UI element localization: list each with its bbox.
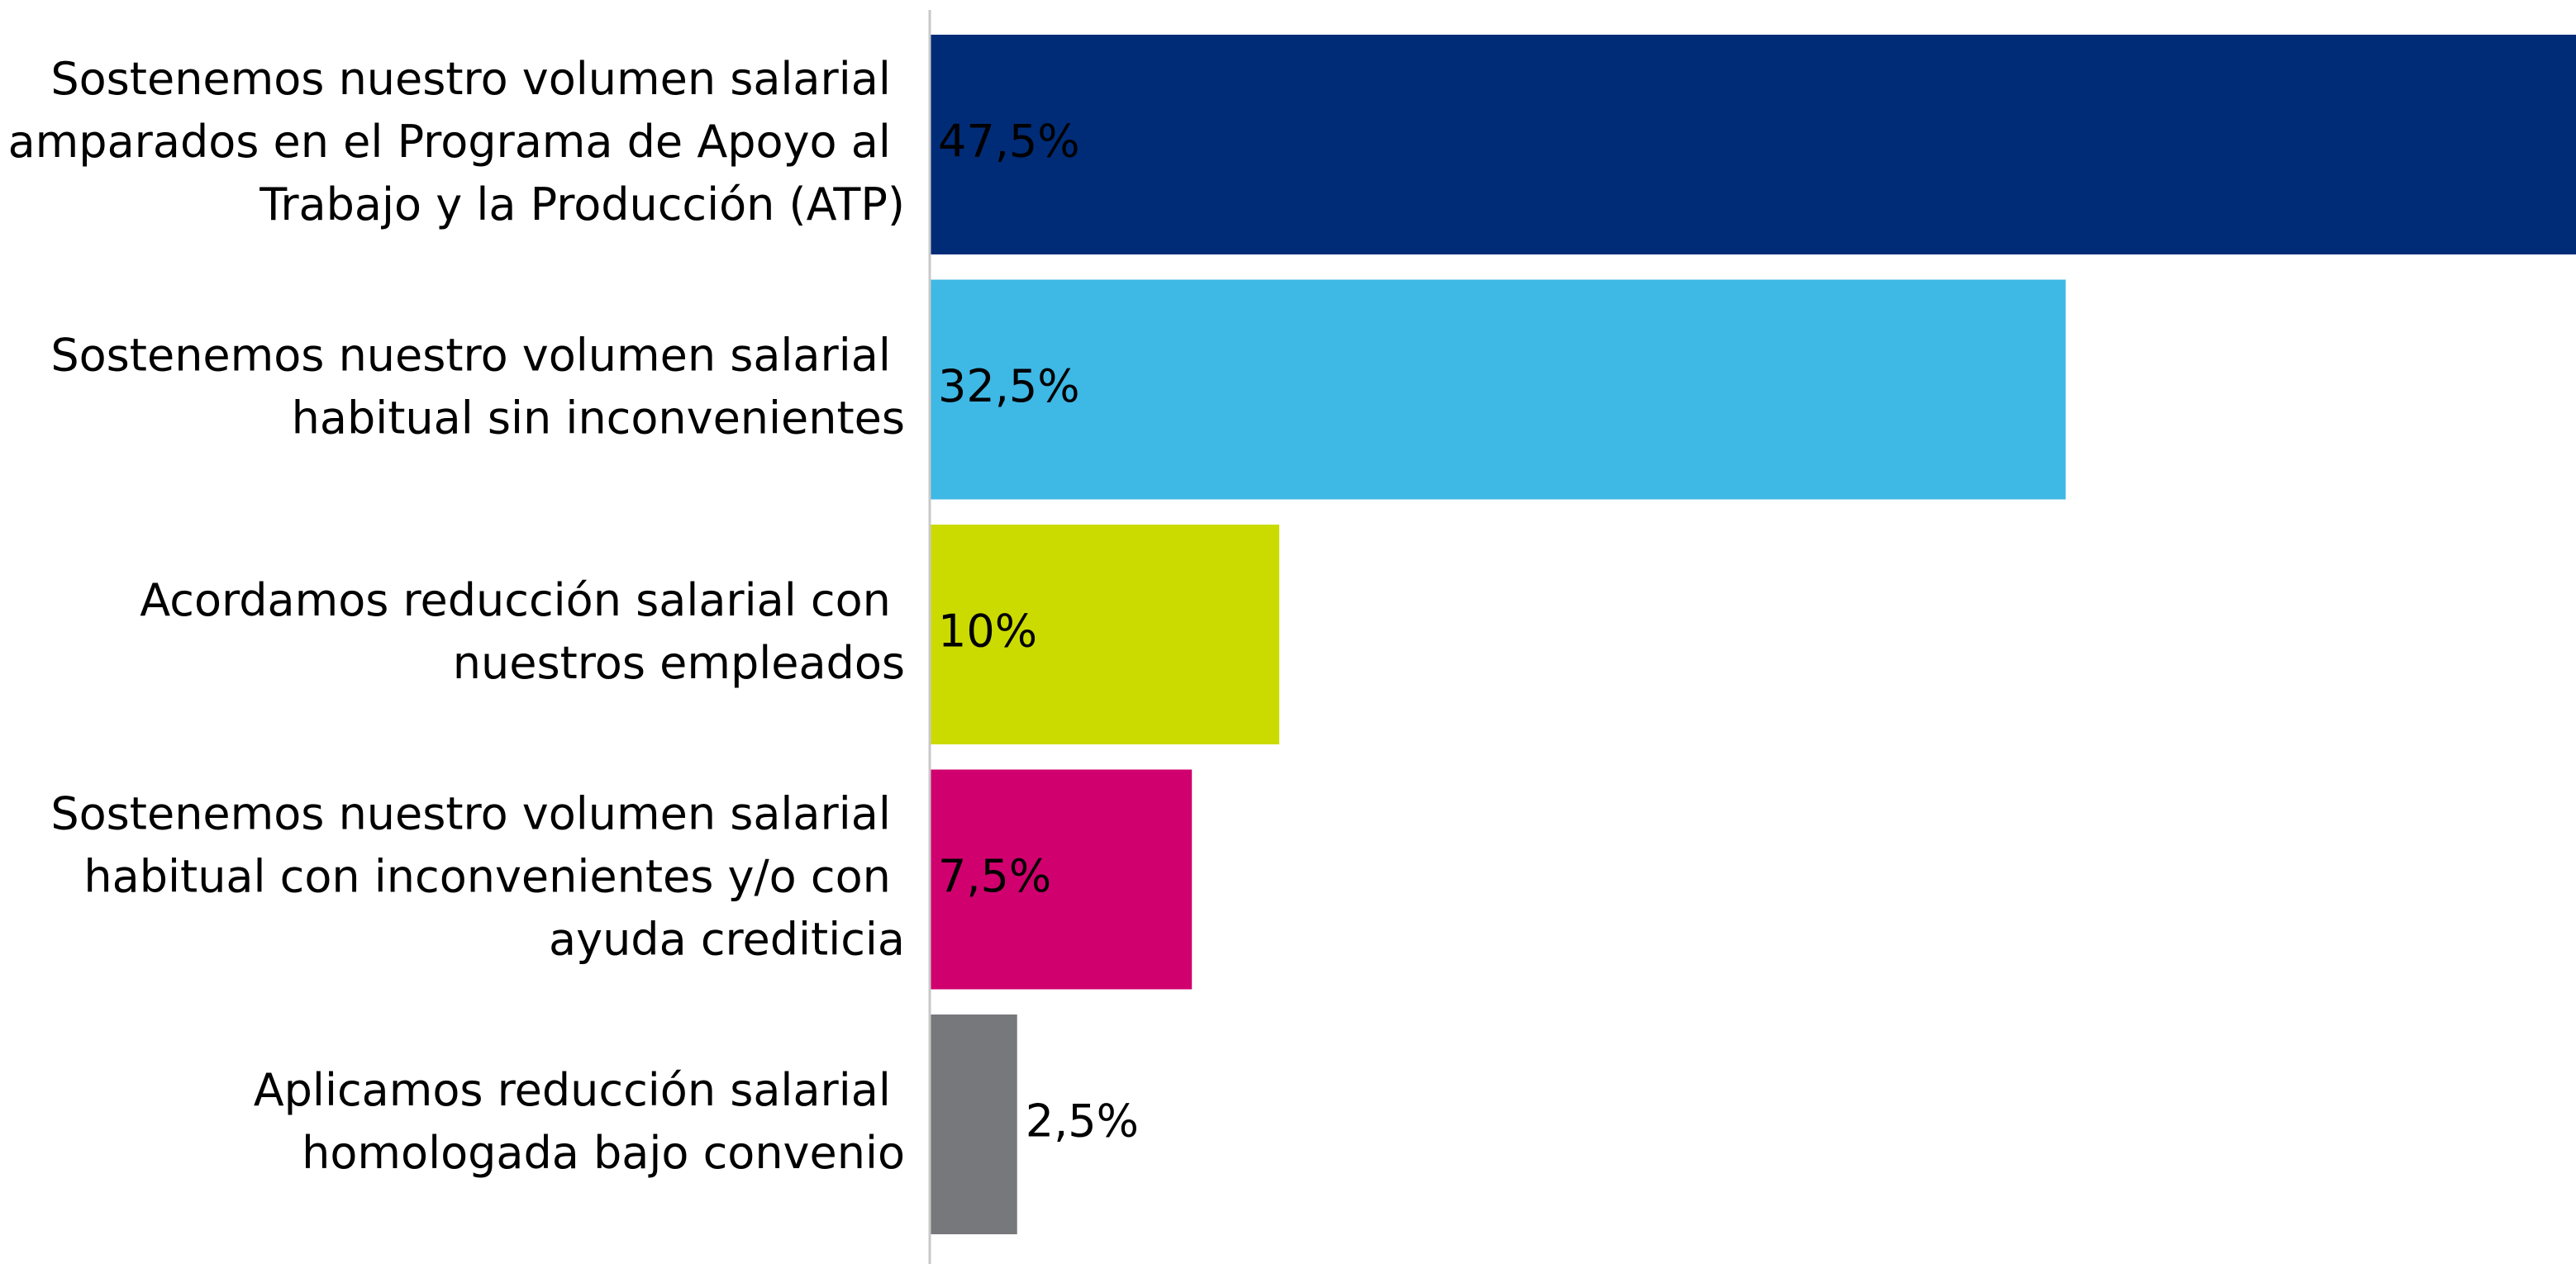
bar (930, 35, 2576, 254)
category-label-line: Aplicamos reducción salarial (254, 1064, 905, 1116)
category-label-line: Sostenemos nuestro volumen salarial (50, 787, 905, 839)
category-label-line: habitual con inconvenientes y/o con (83, 850, 905, 902)
bar (930, 1015, 1017, 1234)
category-label-line: Sostenemos nuestro volumen salarial (50, 53, 905, 105)
value-label: 47,5% (938, 116, 1080, 168)
category-label-line: homologada bajo convenio (302, 1127, 905, 1179)
bar (930, 525, 1279, 744)
value-label: 32,5% (938, 360, 1080, 412)
category-label-line: Sostenemos nuestro volumen salarial (50, 329, 905, 381)
category-label-line: ayuda crediticia (549, 913, 905, 965)
category-label: Aplicamos reducción salarial homologada … (254, 1064, 905, 1179)
category-label: Sostenemos nuestro volumen salarial habi… (50, 787, 905, 965)
category-label-line: habitual sin inconvenientes (292, 392, 905, 444)
value-label: 2,5% (1026, 1095, 1139, 1148)
value-label: 10% (938, 606, 1037, 658)
category-label-line: Acordamos reducción salarial con (140, 574, 905, 626)
bar (930, 769, 1193, 990)
bar (930, 279, 2066, 500)
category-label: Acordamos reducción salarial con nuestro… (140, 574, 905, 689)
category-label-line: nuestros empleados (453, 637, 905, 689)
bars (930, 35, 2576, 1234)
category-label: Sostenemos nuestro volumen salarial ampa… (8, 53, 905, 230)
category-label: Sostenemos nuestro volumen salarial habi… (50, 329, 905, 444)
value-label: 7,5% (938, 850, 1051, 902)
category-label-line: Trabajo y la Producción (ATP) (259, 178, 905, 230)
category-label-line: amparados en el Programa de Apoyo al (8, 116, 905, 168)
